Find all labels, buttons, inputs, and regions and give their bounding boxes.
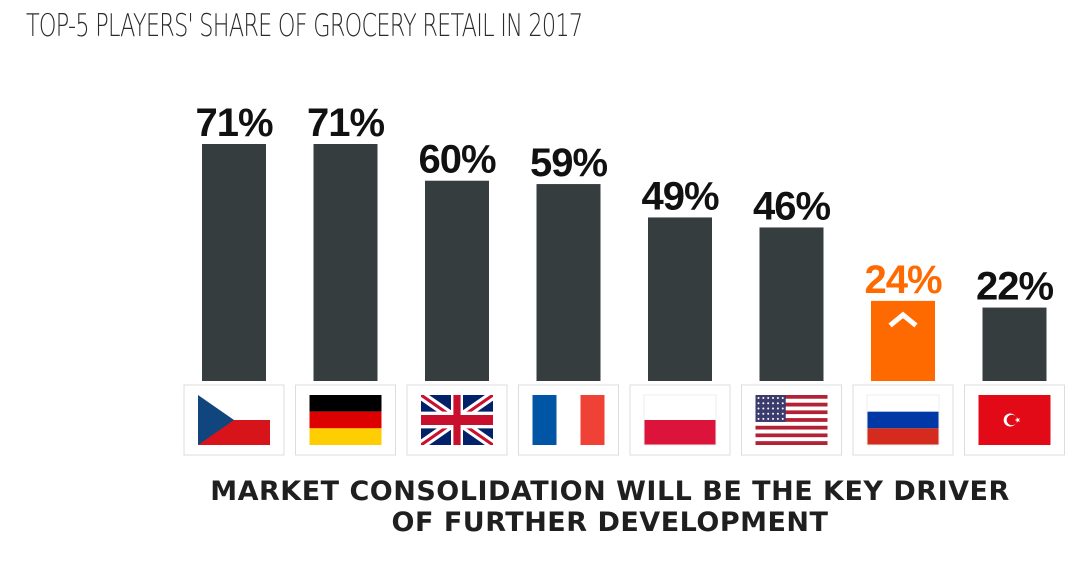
- flag-gb-icon: [406, 384, 508, 456]
- flag-tr-icon: [964, 384, 1065, 456]
- flag-cz-icon: [183, 384, 285, 456]
- bar-chart: 71% 71% 60% 59% 49% 46% 24% 22%: [183, 101, 1065, 456]
- chevron-up-icon: [888, 311, 918, 328]
- value-label-1: 71%: [195, 101, 272, 145]
- bar-1: [202, 144, 266, 381]
- flag-ru-icon: [852, 384, 954, 456]
- footer-line-2: OF FURTHER DEVELOPMENT: [391, 507, 829, 538]
- bar-4: [536, 184, 601, 381]
- flag-pl-icon: [629, 384, 731, 456]
- bar-2: [313, 144, 378, 381]
- value-label-4: 59%: [530, 141, 607, 185]
- value-label-2: 71%: [307, 101, 384, 145]
- bar-3: [425, 180, 489, 381]
- flag-us-icon: [741, 384, 842, 456]
- bar-6: [759, 227, 824, 381]
- value-label-5: 49%: [641, 174, 718, 218]
- value-label-6: 46%: [753, 184, 830, 228]
- value-label-3: 60%: [418, 138, 495, 182]
- value-label-7: 24%: [864, 258, 941, 302]
- flag-de-icon: [295, 384, 396, 456]
- footer-conclusion: MARKET CONSOLIDATION WILL BE THE KEY DRI…: [140, 476, 1080, 538]
- chart-title: TOP-5 PLAYERS' SHARE OF GROCERY RETAIL I…: [26, 8, 583, 44]
- flag-fr-icon: [518, 384, 619, 456]
- footer-line-1: MARKET CONSOLIDATION WILL BE THE KEY DRI…: [210, 476, 1010, 507]
- bar-5: [648, 217, 712, 381]
- bar-8: [982, 307, 1047, 381]
- value-label-8: 22%: [976, 265, 1053, 309]
